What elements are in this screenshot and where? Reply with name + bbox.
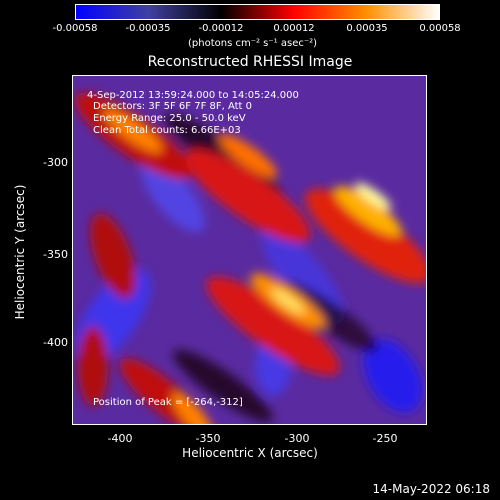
image-heatmap xyxy=(73,76,426,424)
footer-timestamp: 14-May-2022 06:18 xyxy=(372,482,490,496)
colorbar-tick: -0.00058 xyxy=(52,23,98,34)
colorbar-unit: (photons cm⁻² s⁻¹ asec⁻²) xyxy=(188,38,318,49)
colorbar xyxy=(75,4,440,20)
time-range-text: 4-Sep-2012 13:59:24.000 to 14:05:24.000 xyxy=(87,90,299,101)
colorbar-tick: 0.00012 xyxy=(273,23,315,34)
colorbar-tick: -0.00035 xyxy=(125,23,171,34)
image-title: Reconstructed RHESSI Image xyxy=(147,54,353,70)
solar-image: 4-Sep-2012 13:59:24.000 to 14:05:24.000 … xyxy=(72,75,427,425)
x-axis-label: Heliocentric X (arcsec) xyxy=(182,446,318,460)
y-tick-label: -400 xyxy=(43,336,68,349)
y-tick-label: -300 xyxy=(43,156,68,169)
x-tick-label: -300 xyxy=(284,432,310,445)
energy-range-text: Energy Range: 25.0 - 50.0 keV xyxy=(93,113,246,124)
x-tick-label: -350 xyxy=(195,432,221,445)
clean-counts-text: Clean Total counts: 6.66E+03 xyxy=(93,125,241,136)
colorbar-tick: -0.00012 xyxy=(198,23,244,34)
colorbar-tick: 0.00058 xyxy=(419,23,461,34)
y-axis-label: Heliocentric Y (arcsec) xyxy=(13,184,27,320)
x-tick-label: -400 xyxy=(107,432,133,445)
peak-position-text: Position of Peak = [-264,-312] xyxy=(93,397,243,408)
detectors-text: Detectors: 3F 5F 6F 7F 8F, Att 0 xyxy=(93,101,253,112)
y-tick-label: -350 xyxy=(43,248,68,261)
x-tick-label: -250 xyxy=(372,432,398,445)
colorbar-tick: 0.00035 xyxy=(346,23,388,34)
